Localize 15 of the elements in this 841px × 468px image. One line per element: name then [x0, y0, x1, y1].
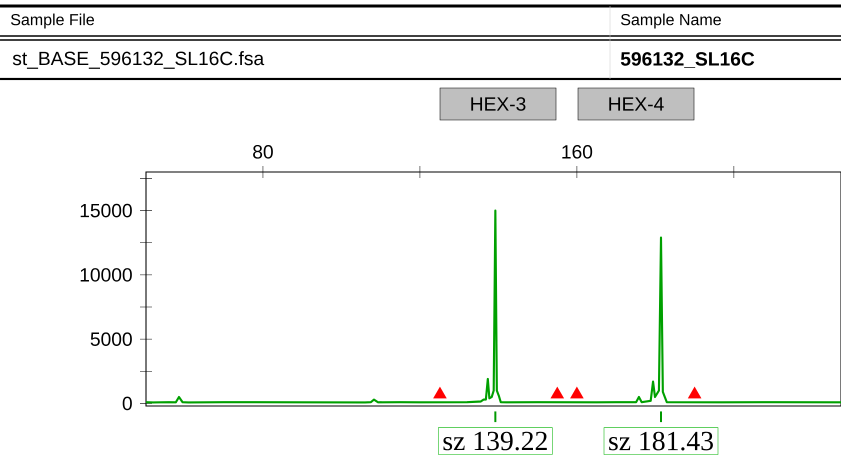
y-tick-label: 10000: [80, 268, 132, 282]
x-tick-label: 160: [562, 145, 592, 159]
line-series: [144, 210, 841, 404]
text: HEX-3: [471, 97, 526, 111]
text: Sample File: [11, 14, 94, 28]
x-tick-label: 80: [253, 145, 273, 159]
text: Sample Name: [621, 14, 721, 28]
text: HEX-4: [609, 97, 664, 111]
text: 596132_SL16C: [620, 52, 754, 68]
y-tick-label: 5000: [90, 332, 132, 346]
text: st_BASE_596132_SL16C.fsa: [12, 51, 264, 69]
annotation: sz 181.43: [609, 432, 713, 450]
y-tick-label: 0: [122, 396, 132, 410]
y-tick-label: 15000: [80, 204, 132, 218]
annotation: sz 139.22: [443, 432, 547, 450]
